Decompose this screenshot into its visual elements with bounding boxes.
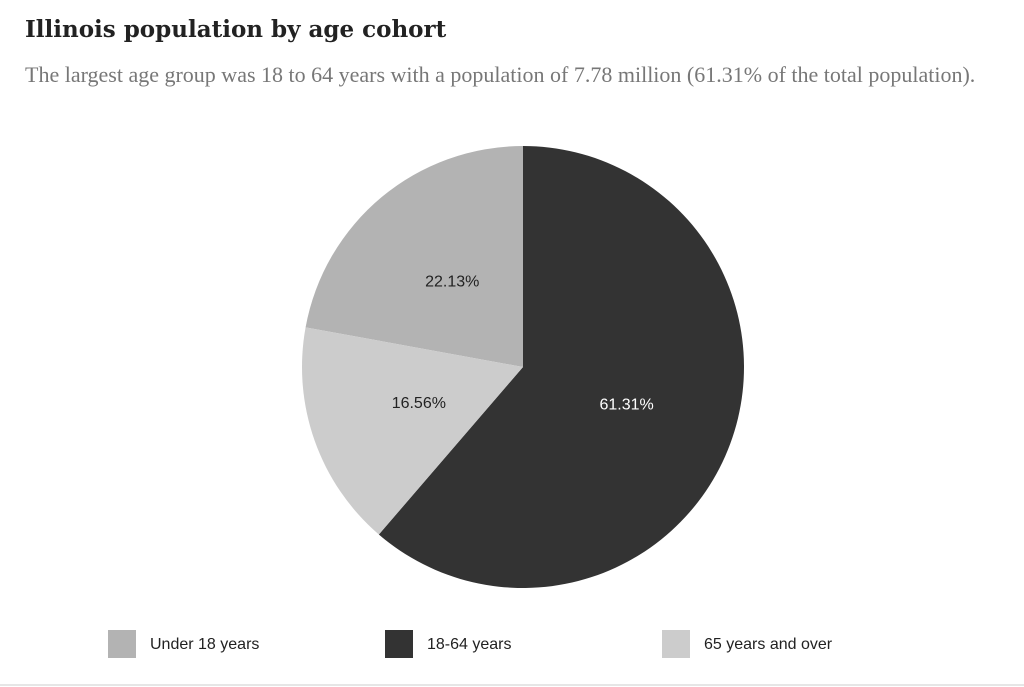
legend-swatch — [108, 630, 136, 658]
data-label: 61.31% — [599, 397, 653, 414]
legend-swatch — [662, 630, 690, 658]
chart-title: Illinois population by age cohort — [25, 16, 447, 43]
legend-swatch — [385, 630, 413, 658]
legend-label: 18-64 years — [427, 636, 512, 653]
chart-subtitle: The largest age group was 18 to 64 years… — [25, 62, 976, 87]
pie-slice — [305, 146, 523, 367]
pie-slice — [302, 327, 523, 535]
data-label: 22.13% — [425, 273, 479, 290]
legend-label: Under 18 years — [150, 636, 259, 653]
data-label: 16.56% — [392, 395, 446, 412]
legend-label: 65 years and over — [704, 636, 833, 653]
pie-slice — [378, 146, 745, 589]
